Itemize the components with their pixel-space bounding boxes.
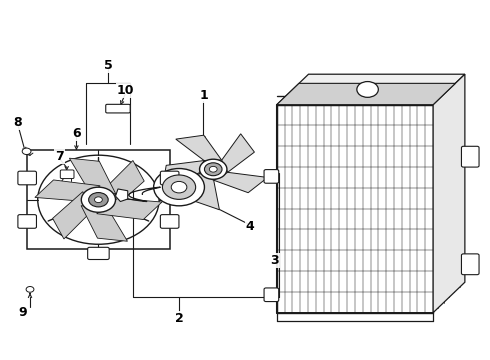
Circle shape	[81, 187, 116, 212]
Text: 3: 3	[270, 254, 279, 267]
FancyBboxPatch shape	[160, 215, 179, 228]
Text: 1: 1	[199, 89, 208, 102]
Circle shape	[154, 168, 204, 206]
Polygon shape	[221, 134, 254, 172]
Circle shape	[95, 197, 102, 203]
Circle shape	[199, 159, 227, 179]
Text: 6: 6	[72, 127, 81, 140]
FancyBboxPatch shape	[106, 104, 130, 113]
Polygon shape	[163, 161, 204, 186]
Circle shape	[162, 175, 196, 199]
Circle shape	[22, 148, 31, 154]
FancyBboxPatch shape	[462, 146, 479, 167]
Text: 5: 5	[104, 59, 113, 72]
FancyBboxPatch shape	[18, 215, 36, 228]
FancyBboxPatch shape	[160, 171, 179, 185]
Text: 9: 9	[18, 306, 27, 319]
Polygon shape	[194, 173, 220, 210]
Text: 4: 4	[245, 220, 254, 233]
Circle shape	[204, 163, 222, 176]
FancyBboxPatch shape	[18, 171, 36, 185]
Polygon shape	[52, 192, 91, 239]
Polygon shape	[81, 206, 127, 241]
FancyBboxPatch shape	[88, 247, 109, 260]
Polygon shape	[433, 74, 465, 313]
Polygon shape	[176, 135, 221, 161]
Text: 7: 7	[55, 150, 64, 163]
FancyBboxPatch shape	[264, 170, 279, 183]
Polygon shape	[106, 161, 144, 208]
Polygon shape	[277, 84, 455, 105]
FancyBboxPatch shape	[60, 170, 74, 179]
FancyBboxPatch shape	[264, 288, 279, 302]
Polygon shape	[97, 198, 162, 220]
Polygon shape	[35, 180, 100, 201]
Polygon shape	[277, 74, 465, 105]
Text: 8: 8	[14, 116, 22, 129]
Circle shape	[357, 82, 378, 97]
Polygon shape	[214, 172, 268, 193]
FancyBboxPatch shape	[462, 254, 479, 275]
Text: 10: 10	[117, 84, 134, 97]
Circle shape	[26, 287, 34, 292]
Text: 2: 2	[174, 311, 183, 325]
Polygon shape	[116, 189, 128, 202]
Circle shape	[209, 166, 217, 172]
Circle shape	[89, 193, 108, 207]
Circle shape	[171, 181, 187, 193]
Polygon shape	[70, 158, 116, 194]
